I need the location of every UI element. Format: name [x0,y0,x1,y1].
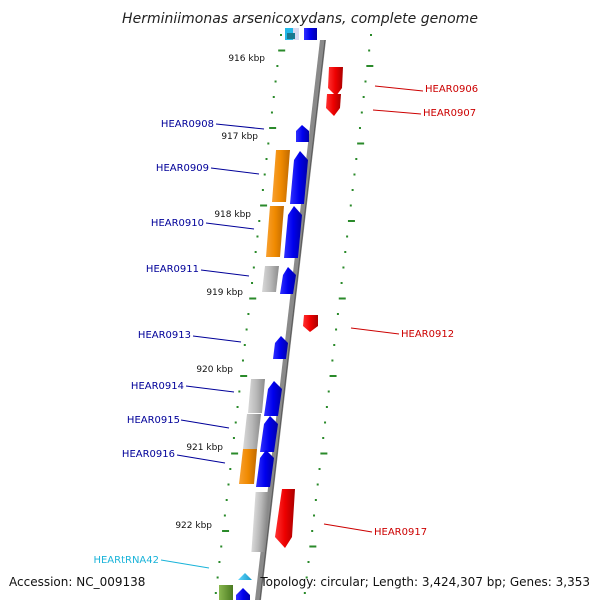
gene-label-HEAR0906[interactable]: HEAR0906 [425,84,478,95]
gene-fragment [287,33,295,39]
gene-label-HEAR0915[interactable]: HEAR0915 [127,415,180,426]
gene-HEAR0915[interactable] [243,414,278,452]
kbp-scale-labels: 916 kbp 917 kbp 918 kbp 919 kbp 920 kbp … [175,54,265,531]
kbp-label: 917 kbp [221,132,258,142]
gene-label-HEAR0912[interactable]: HEAR0912 [401,329,454,340]
backbone-edge [259,39,326,600]
gene-labels: HEAR0906 HEAR0907 HEAR0908 HEAR0909 HEAR… [93,84,478,566]
topology-text: Topology: circular; Length: 3,424,307 bp… [259,575,590,589]
gene-label-HEAR0911[interactable]: HEAR0911 [146,264,199,275]
gene-fragment [293,28,299,40]
gene-fragment [236,588,250,600]
gene-label-HEARtRNA42[interactable]: HEARtRNA42 [93,555,159,566]
accession-text: Accession: NC_009138 [9,575,145,589]
gene-label-HEAR0914[interactable]: HEAR0914 [131,381,184,392]
gene-HEAR0908[interactable] [296,125,309,142]
gene-label-HEAR0910[interactable]: HEAR0910 [151,218,204,229]
gene-HEAR0912[interactable] [303,315,318,332]
gene-label-HEAR0916[interactable]: HEAR0916 [122,449,175,460]
outer-ticks [303,34,374,594]
gene-label-HEAR0909[interactable]: HEAR0909 [156,163,209,174]
gene-label-HEAR0913[interactable]: HEAR0913 [138,330,191,341]
gene-label-HEAR0907[interactable]: HEAR0907 [423,108,476,119]
gene-HEAR0914[interactable] [248,379,282,416]
gene-label-HEAR0917[interactable]: HEAR0917 [374,527,427,538]
gene-HEARtRNA42[interactable] [238,573,252,580]
gene-HEAR0906[interactable] [328,67,343,96]
label-connectors [160,85,424,569]
gene-HEAR0913[interactable] [273,336,288,359]
kbp-label: 916 kbp [228,54,265,64]
kbp-label: 921 kbp [186,443,223,453]
gene-HEAR0907[interactable] [326,94,341,116]
kbp-label: 920 kbp [196,365,233,375]
kbp-label: 922 kbp [175,521,212,531]
gene-fragment [304,28,317,40]
gene-label-HEAR0908[interactable]: HEAR0908 [161,119,214,130]
gene-HEAR0910[interactable] [266,206,302,258]
gene-HEAR0911[interactable] [262,266,296,294]
kbp-label: 919 kbp [206,288,243,298]
top-gene-fragments [285,28,317,40]
gene-HEAR0917[interactable] [251,489,295,552]
map-title: Herminiimonas arsenicoxydans, complete g… [122,11,478,27]
kbp-label: 918 kbp [214,210,251,220]
gene-fragment [219,585,233,600]
gene-HEAR0916[interactable] [239,449,274,487]
inner-ticks [214,34,286,594]
bottom-gene-fragments [219,585,250,600]
gene-HEAR0909[interactable] [272,150,308,204]
